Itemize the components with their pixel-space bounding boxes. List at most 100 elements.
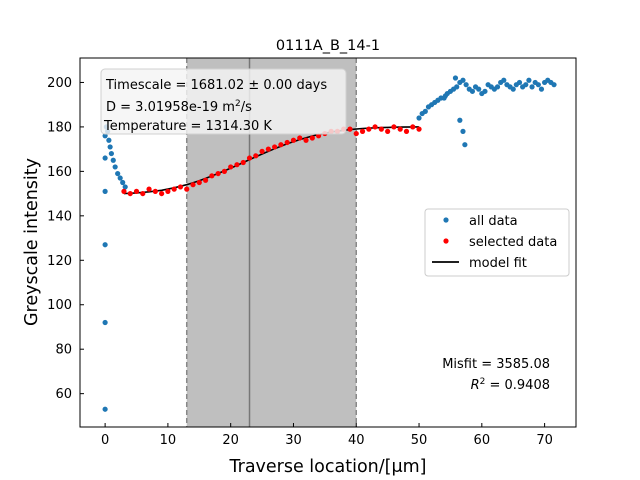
- selected-data-point: [410, 124, 416, 130]
- selected-data-point: [253, 153, 259, 159]
- all-data-point: [460, 128, 466, 134]
- all-data-point: [102, 188, 108, 194]
- all-data-point: [102, 133, 108, 139]
- selected-data-point: [159, 190, 165, 197]
- y-tick-label: 180: [47, 120, 72, 135]
- plot-frame: [79, 57, 577, 428]
- selected-data-point: [366, 126, 372, 132]
- x-tick-label: 20: [222, 433, 239, 448]
- all-data-point: [108, 150, 114, 157]
- selected-data-point: [140, 190, 146, 197]
- all-data-point: [102, 242, 108, 248]
- selected-data-point: [246, 155, 253, 161]
- x-tick-label: 10: [160, 433, 177, 448]
- selected-data-point: [240, 159, 246, 166]
- selected-data-point: [184, 186, 190, 192]
- all-data-point: [551, 82, 557, 88]
- all-data-point: [452, 75, 459, 81]
- diffusivity-prefix: D = 3.01958e-19 m: [106, 100, 235, 115]
- all-data-point: [454, 84, 460, 90]
- legend-marker-selected-data: [443, 238, 449, 244]
- x-tick-label: 0: [101, 433, 109, 448]
- selected-data-point: [385, 128, 391, 134]
- all-data-point: [442, 93, 449, 99]
- all-data-point: [538, 86, 545, 92]
- all-data-point: [106, 137, 112, 143]
- x-tick-label: 50: [411, 433, 428, 448]
- selected-data-point: [228, 164, 234, 170]
- legend-label-model-fit: model fit: [469, 256, 527, 271]
- r-squared-text: R2 = 0.9408: [471, 377, 550, 393]
- selected-data-point: [215, 170, 221, 177]
- selected-data-point: [177, 184, 184, 190]
- x-tick-label: 70: [536, 433, 553, 448]
- x-axis-label: Traverse location/[μm]: [229, 457, 427, 477]
- selected-data-point: [209, 173, 215, 179]
- selected-data-point: [133, 188, 140, 194]
- all-data-point: [476, 86, 482, 92]
- r-squared-exponent: 2: [480, 377, 486, 387]
- selected-data-point: [190, 182, 196, 188]
- all-data-point: [457, 117, 463, 123]
- selected-data-point: [372, 124, 378, 130]
- legend-label-all-data: all data: [469, 214, 518, 229]
- y-axis-label: Greyscale intensity: [22, 158, 42, 326]
- x-tick-label: 40: [348, 433, 365, 448]
- y-tick-label: 140: [47, 209, 72, 224]
- all-data-point: [117, 175, 123, 181]
- selected-data-point: [403, 128, 410, 134]
- r-squared-symbol: R: [471, 378, 480, 393]
- all-data-point: [529, 84, 535, 90]
- selected-data-point: [265, 146, 271, 152]
- y-tick-label: 100: [47, 298, 72, 313]
- legend-marker-all-data: [443, 217, 449, 223]
- selected-data-point: [259, 148, 265, 154]
- selected-data-point: [221, 168, 228, 174]
- selected-data-point: [146, 186, 152, 192]
- selected-data-point: [202, 177, 209, 183]
- all-data-point: [526, 77, 532, 83]
- legend-label-selected-data: selected data: [469, 235, 557, 250]
- y-tick-label: 200: [47, 76, 72, 91]
- selected-data-point: [152, 188, 158, 194]
- all-data-point: [460, 77, 466, 83]
- legend-frame: [424, 208, 570, 277]
- selected-data-point: [397, 126, 403, 132]
- all-data-point: [494, 84, 501, 90]
- all-data-point: [422, 108, 428, 114]
- all-data-point: [516, 79, 523, 86]
- selected-data-point: [309, 135, 315, 141]
- selected-data-point: [359, 128, 366, 134]
- all-data-point: [463, 82, 469, 88]
- all-data-point: [462, 142, 468, 148]
- all-data-point: [535, 82, 541, 88]
- selected-data-point: [121, 188, 127, 194]
- all-data-point: [102, 406, 108, 412]
- temperature-text: Temperature = 1314.30 K: [103, 119, 272, 134]
- selected-data-point: [165, 188, 171, 194]
- selected-data-point: [284, 139, 290, 146]
- all-data-point: [115, 170, 121, 177]
- selected-data-point: [234, 162, 240, 168]
- all-data-point: [122, 184, 128, 190]
- selected-data-point: [315, 133, 322, 139]
- info-box-background: [100, 68, 347, 135]
- selected-data-point: [171, 186, 177, 192]
- y-tick-label: 160: [47, 165, 72, 180]
- all-data-point: [469, 88, 476, 94]
- diffusivity-text: D = 3.01958e-19 m2/s: [106, 99, 252, 115]
- selected-data-point: [290, 137, 297, 143]
- info-box: Timescale = 1681.02 ± 0.00 days D = 3.01…: [100, 68, 347, 135]
- selected-data-point: [353, 130, 359, 137]
- y-tick-label: 120: [47, 254, 72, 269]
- stats-annotation: Misfit = 3585.08 R2 = 0.9408: [442, 357, 550, 393]
- y-tick-label: 60: [55, 387, 72, 402]
- selected-data-point: [391, 124, 397, 130]
- all-data-point: [416, 115, 422, 121]
- all-data-point: [523, 82, 529, 88]
- selected-data-point: [347, 126, 353, 132]
- x-tick-label: 60: [474, 433, 491, 448]
- selected-data-point: [303, 137, 309, 143]
- all-data-point: [501, 77, 507, 83]
